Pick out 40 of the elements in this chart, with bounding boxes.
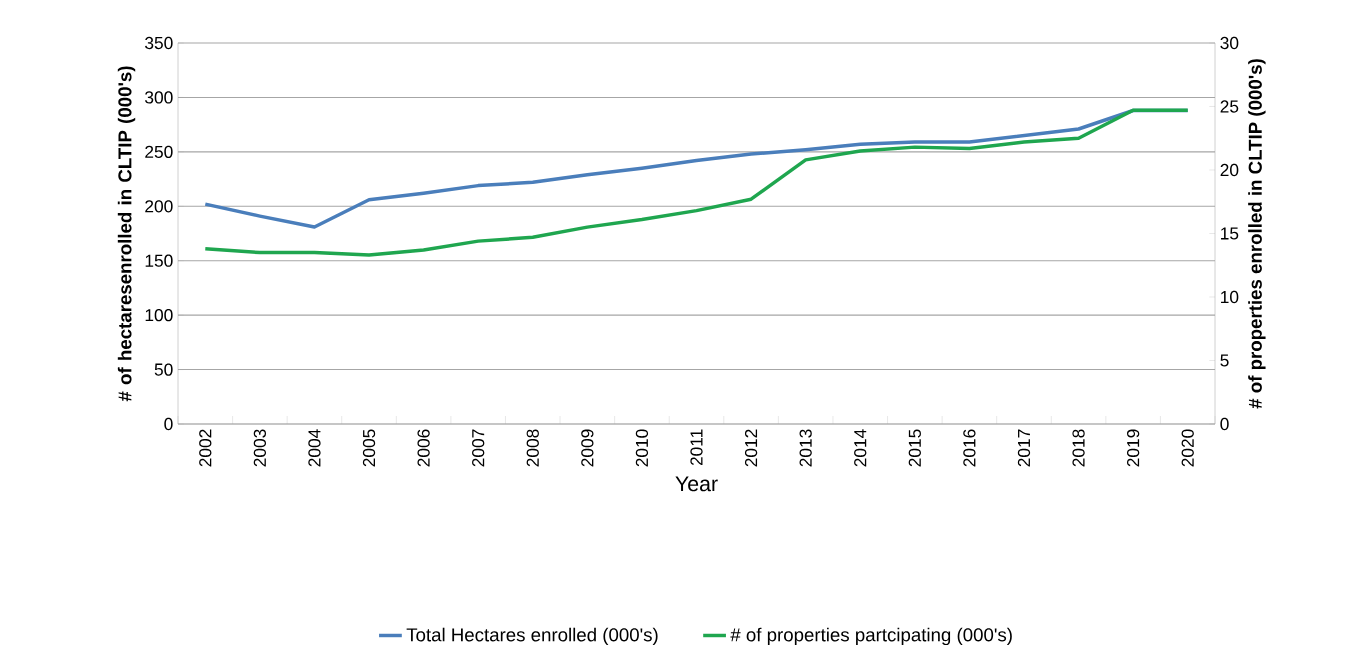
y-tick-label: 350 <box>145 36 173 50</box>
y-tick-label: 250 <box>145 145 173 158</box>
x-axis-title: Year <box>675 476 718 492</box>
y2-tick-label: 20 <box>1220 163 1239 177</box>
y2-axis-title: # of properties enrolled in CLTIP (000's) <box>1248 59 1266 409</box>
y2-tick-label: 30 <box>1220 36 1239 50</box>
x-tick-label: 2016 <box>963 429 976 467</box>
legend-label: Total Hectares enrolled (000's) <box>406 627 658 646</box>
y2-tick-label: 25 <box>1220 100 1239 113</box>
x-tick-label: 2008 <box>526 429 539 467</box>
x-tick-label: 2013 <box>799 429 812 467</box>
x-tick-label: 2006 <box>417 429 430 467</box>
x-tick-label: 2018 <box>1072 429 1085 467</box>
y-tick-label: 50 <box>154 363 173 376</box>
y-tick-label: 0 <box>164 417 173 431</box>
x-tick-label: 2015 <box>908 429 921 467</box>
y2-tick-label: 0 <box>1220 417 1229 431</box>
y-axis-title: # of hectaresenrolled in CLTIP (000's) <box>117 66 136 402</box>
x-tick-label: 2020 <box>1181 429 1194 467</box>
x-tick-label: 2019 <box>1127 429 1140 467</box>
x-tick-label: 2012 <box>744 429 758 467</box>
y-tick-label: 300 <box>145 91 173 104</box>
y-tick-label: 100 <box>145 309 173 322</box>
y-tick-label: 150 <box>145 254 173 267</box>
x-tick-label: 2002 <box>199 429 212 467</box>
x-tick-label: 2014 <box>854 429 867 467</box>
x-tick-label: 2011 <box>690 429 703 466</box>
line-series <box>203 108 1190 257</box>
legend-label: # of properties partcipating (000's) <box>730 627 1012 646</box>
y-tick-label: 200 <box>145 200 173 213</box>
x-tick-label: 2003 <box>253 429 267 467</box>
y2-tick-label: 5 <box>1220 354 1229 367</box>
x-tick-label: 2007 <box>472 429 485 467</box>
x-tick-label: 2010 <box>635 429 649 467</box>
x-tick-label: 2004 <box>308 429 321 467</box>
x-tick-label: 2009 <box>581 429 594 467</box>
y2-tick-label: 15 <box>1221 227 1239 240</box>
y2-tick-label: 10 <box>1221 290 1239 304</box>
x-tick-label: 2017 <box>1017 429 1031 467</box>
x-tick-label: 2005 <box>362 429 376 467</box>
